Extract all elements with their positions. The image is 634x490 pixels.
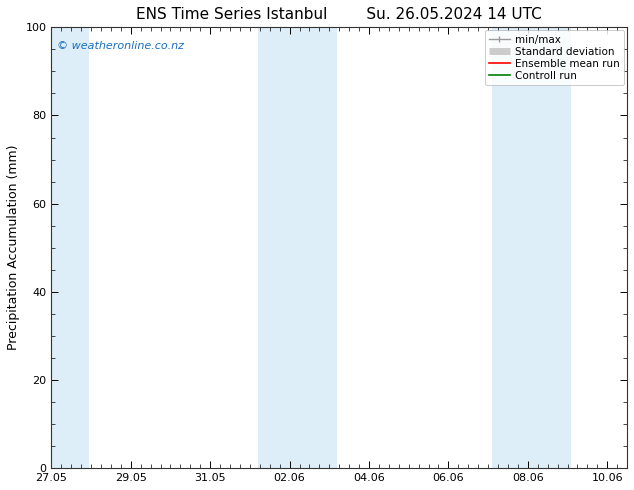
Bar xyxy=(492,27,571,468)
Bar xyxy=(258,27,337,468)
Legend: min/max, Standard deviation, Ensemble mean run, Controll run: min/max, Standard deviation, Ensemble me… xyxy=(485,30,624,85)
Y-axis label: Precipitation Accumulation (mm): Precipitation Accumulation (mm) xyxy=(7,145,20,350)
Bar xyxy=(51,27,89,468)
Text: © weatheronline.co.nz: © weatheronline.co.nz xyxy=(57,41,184,50)
Title: ENS Time Series Istanbul        Su. 26.05.2024 14 UTC: ENS Time Series Istanbul Su. 26.05.2024 … xyxy=(136,7,542,22)
